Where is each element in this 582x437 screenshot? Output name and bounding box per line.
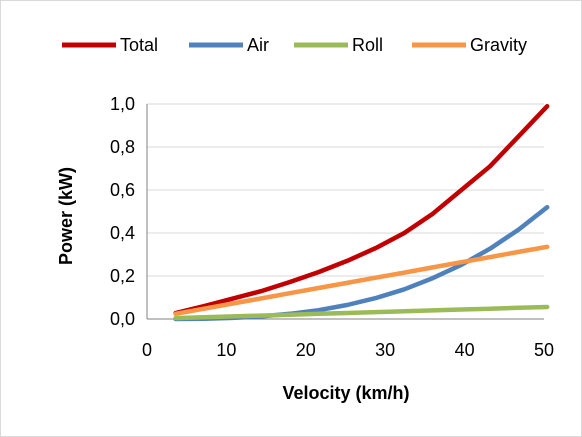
legend-label-total: Total: [120, 35, 158, 55]
y-tick-label: 0,8: [110, 137, 135, 157]
x-tick-labels: 0 10 20 30 40 50: [142, 340, 554, 360]
y-axis-title: Power (kW): [56, 167, 76, 265]
x-tick-label: 20: [296, 340, 316, 360]
series-line-gravity: [173, 244, 550, 317]
x-tick-label: 0: [142, 340, 152, 360]
x-tick-label: 10: [216, 340, 236, 360]
y-tick-label: 1,0: [110, 94, 135, 114]
series-line-total: [173, 103, 550, 316]
x-tick-label: 50: [534, 340, 554, 360]
y-tick-label: 0,2: [110, 266, 135, 286]
legend-label-air: Air: [247, 35, 269, 55]
y-tick-labels: 0,0 0,2 0,4 0,6 0,8 1,0: [110, 94, 135, 329]
legend-label-roll: Roll: [352, 35, 383, 55]
legend-label-gravity: Gravity: [470, 35, 527, 55]
axes: [146, 104, 544, 320]
x-tick-label: 30: [375, 340, 395, 360]
legend: Total Air Roll Gravity: [62, 35, 527, 55]
y-tick-label: 0,6: [110, 180, 135, 200]
y-tick-label: 0,4: [110, 223, 135, 243]
x-axis-title: Velocity (km/h): [282, 383, 409, 403]
grid-lines: [147, 103, 544, 277]
y-tick-label: 0,0: [110, 309, 135, 329]
x-tick-label: 40: [455, 340, 475, 360]
series-lines: [173, 103, 550, 322]
series-line-roll: [173, 304, 550, 321]
